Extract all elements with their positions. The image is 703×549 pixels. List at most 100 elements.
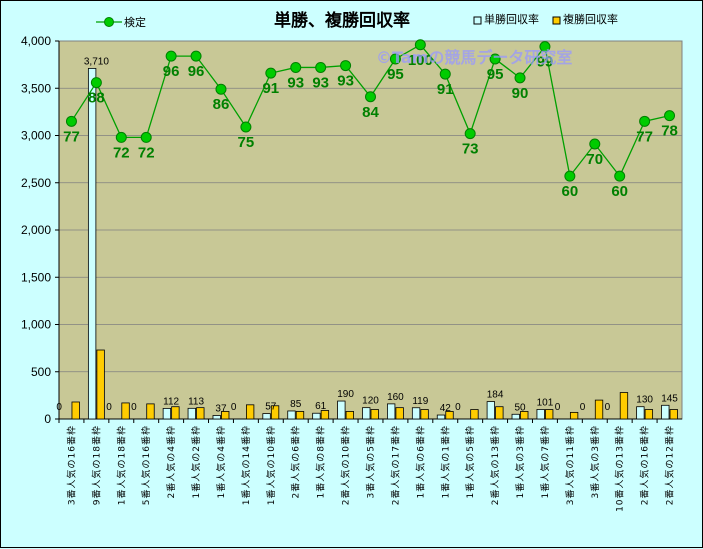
y-tick-label: 4,000 <box>21 34 51 48</box>
bar-fukusho <box>96 349 105 420</box>
x-tick-label: 1番人気の5番枠 <box>464 425 476 498</box>
line-label: 95 <box>487 66 504 83</box>
bar-label-tansho: 0 <box>56 402 62 413</box>
line-point <box>90 77 102 89</box>
line-point <box>290 61 302 73</box>
x-tick-label: 1番人気の4番枠 <box>215 425 227 498</box>
x-axis: 3番人気の16番枠 9番人気の18番枠 1番人気の18番枠 5番人気の16番枠 2番人気… <box>58 418 682 512</box>
bar-fukusho <box>171 406 180 420</box>
bar-fukusho <box>495 406 504 420</box>
bar-tansho <box>212 415 221 420</box>
bar-tansho <box>162 408 172 420</box>
y-tick-label: 500 <box>31 365 51 379</box>
bar-tansho <box>312 412 321 420</box>
bar-fukusho <box>594 399 604 420</box>
line-label: 77 <box>63 128 80 145</box>
bar-fukusho <box>295 411 305 420</box>
line-point <box>315 61 327 73</box>
x-tick-label: 2番人気の10番枠 <box>340 425 352 505</box>
line-label: 77 <box>636 128 653 145</box>
x-tick-label: 2番人気の6番枠 <box>290 425 302 498</box>
x-tick-label: 1番人気の8番枠 <box>315 425 327 498</box>
line-point <box>265 67 277 79</box>
watermark: ©Tamの競馬データ研究室 <box>376 48 572 67</box>
bar-tansho <box>411 407 421 420</box>
bar-tansho <box>387 403 396 420</box>
line-point <box>639 115 651 127</box>
x-tick-label: 1番人気の2番枠 <box>190 425 202 498</box>
line-point <box>365 91 376 103</box>
legend-win-swatch <box>473 16 482 25</box>
y-tick-label: 3,000 <box>21 129 51 143</box>
bar-tansho <box>636 406 645 420</box>
line-point <box>414 39 426 51</box>
x-tick-label: 2番人気の12番枠 <box>664 425 676 505</box>
bar-label-tansho: 0 <box>580 402 586 413</box>
legend-line-label: 検定 <box>124 15 146 29</box>
bar-tansho <box>87 68 97 420</box>
line-point <box>389 53 401 65</box>
bar-fukusho <box>395 407 404 420</box>
bar-fukusho <box>196 407 205 420</box>
bar-label-tansho: 184 <box>487 390 504 401</box>
line-point <box>340 60 352 72</box>
line-point <box>539 41 551 53</box>
y-tick-label: 1,000 <box>21 318 51 332</box>
x-tick-label: 3番人気の5番枠 <box>365 425 377 498</box>
y-tick-label: 2,000 <box>21 223 51 237</box>
line-label: 84 <box>362 104 379 121</box>
x-tick-label: 1番人気の14番枠 <box>240 425 252 505</box>
bar-label-tansho: 0 <box>231 402 237 413</box>
bar-label-tansho: 119 <box>412 396 428 407</box>
x-tick-label: 5番人気の16番枠 <box>140 425 152 505</box>
bar-fukusho <box>270 405 280 420</box>
bar-tansho <box>486 401 496 420</box>
bar-tansho <box>536 409 545 420</box>
legend-win-label: 単勝回収率 <box>484 12 539 26</box>
bar-label-tansho: 113 <box>188 396 204 407</box>
bar-series <box>71 68 678 420</box>
line-label: 70 <box>586 151 603 168</box>
legend-place-label: 複勝回収率 <box>563 12 618 26</box>
bar-label-tansho: 130 <box>636 395 653 406</box>
line-label: 93 <box>312 74 329 91</box>
line-label: 75 <box>238 134 255 151</box>
bar-label-tansho: 0 <box>605 402 611 413</box>
legend: 検定 単勝回収率 複勝回収率 <box>96 12 618 29</box>
line-point <box>140 131 152 143</box>
bar-fukusho <box>669 409 678 420</box>
bar-tansho <box>187 407 196 420</box>
line-point <box>240 121 252 133</box>
bar-fukusho <box>445 411 454 420</box>
bar-label-tansho: 50 <box>514 402 526 413</box>
line-point <box>489 53 501 65</box>
line-label: 73 <box>462 141 479 158</box>
bar-label-tansho: 120 <box>362 396 379 407</box>
line-point <box>514 72 526 84</box>
line-label: 60 <box>562 183 579 200</box>
x-tick-label: 2番人気の13番枠 <box>489 425 501 505</box>
line-label: 96 <box>163 63 180 80</box>
x-tick-label: 1番人気の10番枠 <box>265 425 277 505</box>
bar-fukusho <box>121 402 130 420</box>
bar-label-tansho: 3,710 <box>84 56 109 67</box>
line-point <box>664 110 676 122</box>
line-label: 78 <box>661 123 678 140</box>
bar-label-tansho: 0 <box>106 402 112 413</box>
line-label: 91 <box>437 81 454 98</box>
bar-fukusho <box>245 404 255 420</box>
line-label: 60 <box>611 183 628 200</box>
line-point <box>65 115 77 127</box>
line-point <box>115 131 127 143</box>
bar-fukusho <box>146 403 155 420</box>
bar-fukusho <box>520 411 529 420</box>
bar-fukusho <box>619 392 629 420</box>
bar-label-tansho: 0 <box>455 402 461 413</box>
bar-fukusho <box>420 409 429 420</box>
x-tick-label: 2番人気の4番枠 <box>165 425 177 498</box>
legend-place-swatch <box>552 16 561 25</box>
bar-fukusho <box>370 409 379 420</box>
